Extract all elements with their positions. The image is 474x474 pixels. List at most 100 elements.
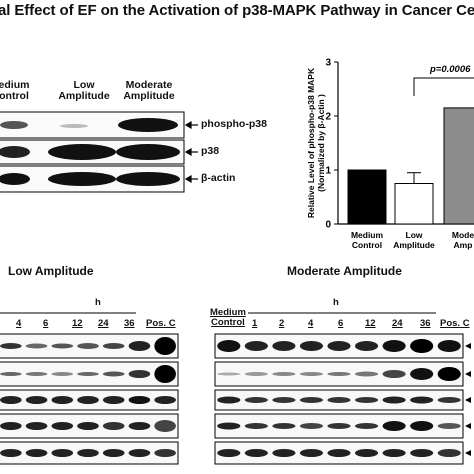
- panel-b-left-title: Low Amplitude: [8, 264, 94, 278]
- band: [60, 124, 88, 128]
- time-label: 4: [16, 318, 22, 329]
- x-tick-label: Mode: [452, 230, 474, 240]
- lane-label-moderate-amplitude: Moderate Amplitude: [123, 79, 175, 102]
- pos-control-label: Pos. C: [440, 318, 470, 329]
- figure-title: al Effect of EF on the Activation of p38…: [0, 2, 474, 19]
- time-label: 1: [252, 318, 258, 329]
- band: [51, 343, 74, 349]
- lane-label-low-amplitude: Low Amplitude: [58, 79, 110, 102]
- band: [154, 365, 176, 383]
- y-tick-label: 3: [325, 58, 331, 69]
- band: [299, 341, 324, 351]
- band: [244, 397, 268, 403]
- band: [51, 396, 74, 404]
- panel-a-blots: [0, 111, 198, 193]
- band: [272, 423, 296, 429]
- band: [25, 422, 48, 430]
- arrow-icon: [465, 371, 471, 377]
- arrow-icon: [465, 343, 471, 349]
- time-unit-label: h: [333, 297, 339, 308]
- time-label: 24: [392, 318, 403, 329]
- time-label: 4: [308, 318, 314, 329]
- band: [154, 449, 176, 457]
- band: [0, 422, 22, 430]
- significance-bracket: [413, 77, 474, 96]
- band: [102, 396, 125, 404]
- band: [102, 449, 125, 457]
- band: [0, 396, 22, 404]
- arrow-icon: [184, 120, 198, 184]
- band: [244, 341, 268, 351]
- band: [118, 118, 178, 132]
- blot-label-p38: p38: [201, 145, 220, 157]
- band: [299, 449, 324, 457]
- blot-label-beta-actin: β-actin: [201, 172, 236, 184]
- time-label: 12: [365, 318, 376, 329]
- band: [410, 339, 434, 353]
- time-bracket: [0, 312, 136, 314]
- blot-label-phospho-p38: phospho-p38: [201, 118, 267, 130]
- arrow-icon: [465, 397, 471, 403]
- band: [217, 372, 241, 376]
- medium-control-label: Medium Control: [210, 307, 246, 328]
- band: [0, 173, 30, 185]
- band: [51, 422, 74, 430]
- band: [410, 368, 434, 380]
- band: [25, 396, 48, 404]
- x-tick-label: Amp: [454, 240, 473, 250]
- band: [272, 449, 296, 457]
- x-tick-label: Low: [406, 230, 423, 240]
- band: [382, 421, 406, 431]
- band: [382, 449, 406, 457]
- time-label: 2: [279, 318, 285, 329]
- band: [327, 423, 351, 429]
- p-value-annotation: p=0.0006: [429, 64, 471, 75]
- band: [217, 422, 241, 430]
- pos-control-label: Pos. C: [146, 318, 176, 329]
- x-tick-label: Control: [352, 240, 382, 250]
- band: [25, 343, 48, 349]
- band: [0, 343, 22, 349]
- panel-b-right-title: Moderate Amplitude: [287, 264, 402, 278]
- band: [51, 449, 74, 457]
- time-label: 24: [98, 318, 109, 329]
- lane-label-medium-control: edium ontrol: [0, 79, 30, 102]
- band: [25, 372, 48, 376]
- band: [77, 372, 99, 376]
- band: [299, 423, 324, 429]
- band: [437, 367, 461, 381]
- band: [154, 396, 176, 404]
- time-unit-label: h: [95, 297, 101, 308]
- band: [354, 423, 379, 429]
- band: [410, 421, 434, 431]
- band: [382, 340, 406, 352]
- time-label: 12: [72, 318, 83, 329]
- band: [77, 396, 99, 404]
- band: [154, 337, 176, 355]
- band: [382, 396, 406, 404]
- band: [437, 397, 461, 403]
- band: [128, 449, 151, 457]
- band: [102, 371, 125, 377]
- band: [299, 397, 324, 403]
- band: [437, 423, 461, 429]
- band: [217, 449, 241, 457]
- band: [327, 372, 351, 376]
- band: [102, 422, 125, 430]
- band: [0, 372, 22, 376]
- band: [102, 343, 125, 349]
- band: [77, 343, 99, 349]
- band: [354, 371, 379, 377]
- band: [51, 372, 74, 376]
- band: [25, 449, 48, 457]
- x-tick-label: Medium: [351, 230, 384, 240]
- time-label: 6: [43, 318, 49, 329]
- band: [410, 396, 434, 404]
- band: [437, 449, 461, 457]
- band: [354, 341, 379, 351]
- band: [128, 422, 151, 430]
- band: [217, 340, 241, 352]
- band: [217, 396, 241, 404]
- band: [382, 370, 406, 378]
